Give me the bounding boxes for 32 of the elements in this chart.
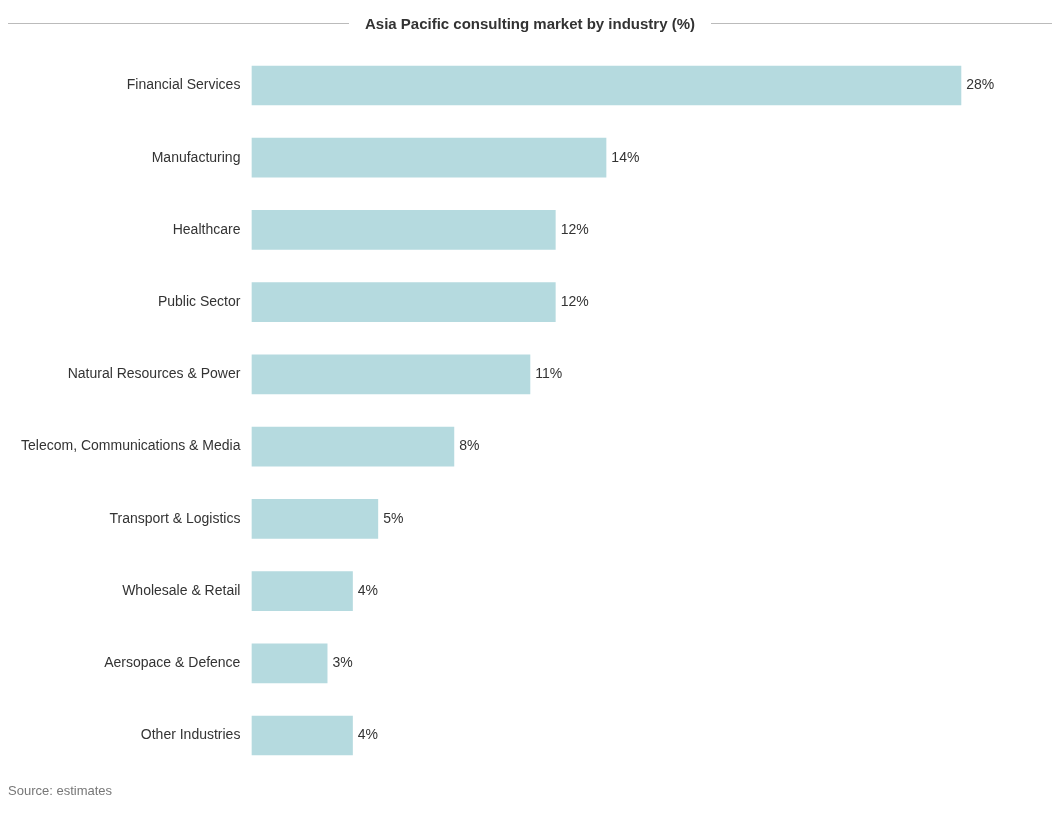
y-tick-label: Wholesale & Retail bbox=[122, 581, 241, 598]
y-tick-label: Telecom, Communications & Media bbox=[21, 437, 241, 454]
y-tick-label: Transport & Logistics bbox=[109, 509, 241, 526]
data-label: 5% bbox=[383, 509, 404, 526]
bar bbox=[251, 498, 379, 539]
data-label: 3% bbox=[332, 654, 353, 671]
y-tick-label: Healthcare bbox=[172, 220, 241, 237]
bar bbox=[251, 643, 328, 684]
data-label: 14% bbox=[611, 148, 640, 165]
bar bbox=[251, 210, 556, 250]
chart-title: Asia Pacific consulting market by industry (%) bbox=[364, 14, 696, 32]
y-tick-label: Public Sector bbox=[157, 293, 241, 310]
data-label: 12% bbox=[560, 220, 589, 237]
bar bbox=[251, 571, 353, 611]
data-label: 4% bbox=[357, 581, 379, 598]
bar bbox=[251, 354, 531, 395]
data-label: 11% bbox=[535, 365, 563, 382]
bar bbox=[251, 137, 607, 178]
y-tick-label: Financial Services bbox=[126, 76, 241, 93]
y-tick-label: Manufacturing bbox=[151, 148, 241, 165]
y-tick-label: Other Industries bbox=[140, 726, 241, 743]
y-tick-label: Aersopace & Defence bbox=[104, 654, 241, 671]
bar bbox=[251, 715, 353, 756]
bar bbox=[251, 426, 455, 467]
bar bbox=[251, 282, 556, 323]
source-note: Source: estimates bbox=[8, 783, 114, 798]
bar bbox=[251, 65, 962, 106]
data-label: 8% bbox=[459, 437, 480, 454]
y-tick-label: Natural Resources & Power bbox=[67, 365, 241, 382]
data-label: 4% bbox=[357, 726, 379, 743]
data-label: 12% bbox=[560, 293, 589, 310]
data-label: 28% bbox=[966, 76, 995, 93]
